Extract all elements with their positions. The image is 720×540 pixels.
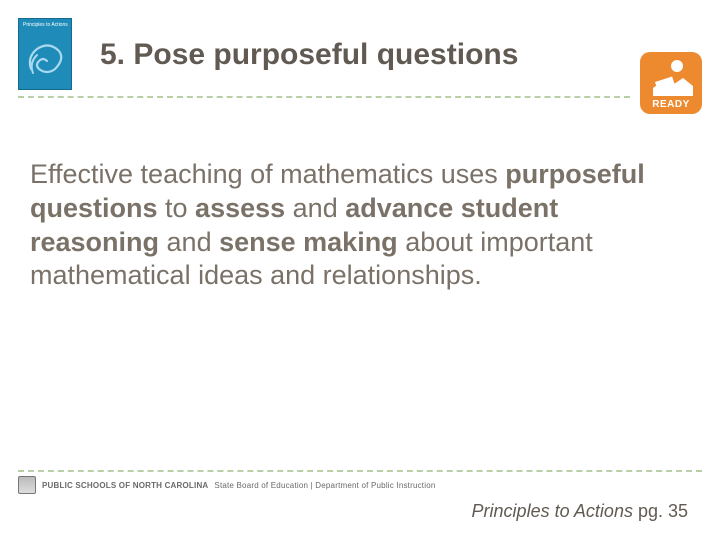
footer-agency-sub: State Board of Education | Department of… <box>214 481 435 490</box>
book-cover-title: Principles to Actions <box>23 23 68 29</box>
divider-bottom <box>18 470 702 472</box>
body-span: and <box>285 193 345 223</box>
slide: Principles to Actions READY 5. Pose purp… <box>0 0 720 540</box>
citation-page: pg. 35 <box>633 501 688 521</box>
footer-agency: PUBLIC SCHOOLS OF NORTH CAROLINA State B… <box>18 476 436 494</box>
body-span: and <box>159 227 219 257</box>
divider-top <box>18 96 630 98</box>
ready-label: READY <box>652 99 690 110</box>
body-span: to <box>158 193 196 223</box>
state-seal-icon <box>18 476 36 494</box>
child-reading-icon <box>649 56 693 96</box>
slide-body: Effective teaching of mathematics uses p… <box>30 158 670 293</box>
citation-source: Principles to Actions <box>472 501 633 521</box>
body-bold-span: assess <box>195 193 285 223</box>
footer-agency-main: PUBLIC SCHOOLS OF NORTH CAROLINA <box>42 481 208 490</box>
book-cover-icon: Principles to Actions <box>18 18 72 90</box>
book-swirl-icon <box>25 39 67 81</box>
ready-badge-icon: READY <box>640 52 702 114</box>
slide-title: 5. Pose purposeful questions <box>100 38 620 72</box>
body-bold-span: sense making <box>219 227 398 257</box>
body-span: Effective teaching of mathematics uses <box>30 159 505 189</box>
citation: Principles to Actions pg. 35 <box>472 501 688 522</box>
